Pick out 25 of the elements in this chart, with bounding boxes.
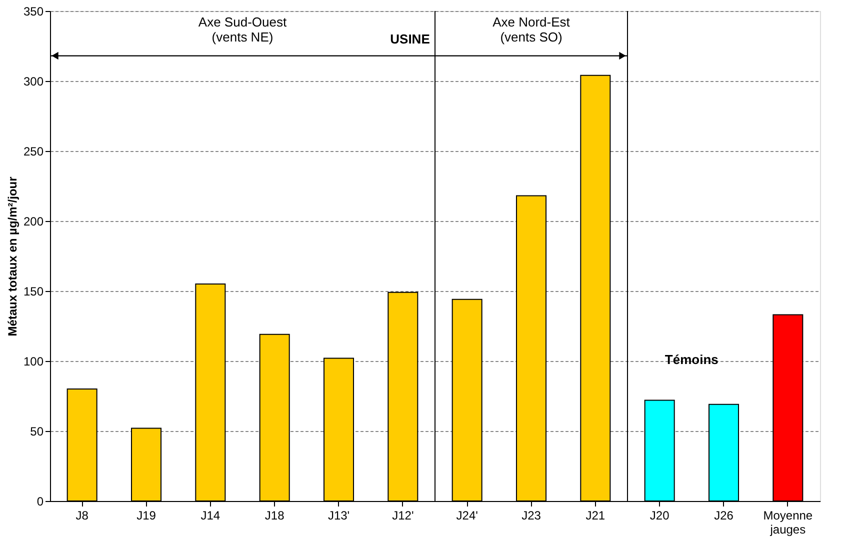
y-tick-label: 300 — [23, 74, 44, 88]
y-tick-label: 200 — [23, 214, 44, 228]
annotation: Témoins — [664, 352, 718, 367]
y-tick-label: 50 — [30, 424, 44, 438]
x-tick-label: J19 — [136, 508, 156, 522]
x-tick-label: Moyenne jauges — [763, 508, 813, 536]
y-tick-label: 150 — [23, 284, 44, 298]
x-tick-label: J21 — [586, 508, 606, 522]
annotation: Axe Nord-Est (vents SO) — [492, 14, 570, 45]
y-tick-label: 100 — [23, 354, 44, 368]
x-tick-label: J8 — [76, 508, 89, 522]
y-axis-title: Métaux totaux en µg/m²/jour — [5, 176, 20, 336]
y-tick-label: 0 — [36, 494, 44, 508]
x-tick-label: J13' — [328, 508, 350, 522]
annotation: USINE — [390, 31, 430, 46]
y-tick-label: 250 — [23, 144, 44, 158]
x-tick-label: J20 — [650, 508, 670, 522]
x-tick-label: J18 — [264, 508, 285, 522]
y-tick-label: 350 — [23, 4, 44, 18]
annotation: Axe Sud-Ouest (vents NE) — [198, 14, 287, 45]
x-tick-label: J23 — [522, 508, 542, 522]
x-tick-label: J26 — [714, 508, 734, 522]
x-tick-label: J12' — [392, 508, 414, 522]
x-tick-label: J14 — [200, 508, 220, 522]
x-tick-label: J24' — [456, 508, 478, 522]
